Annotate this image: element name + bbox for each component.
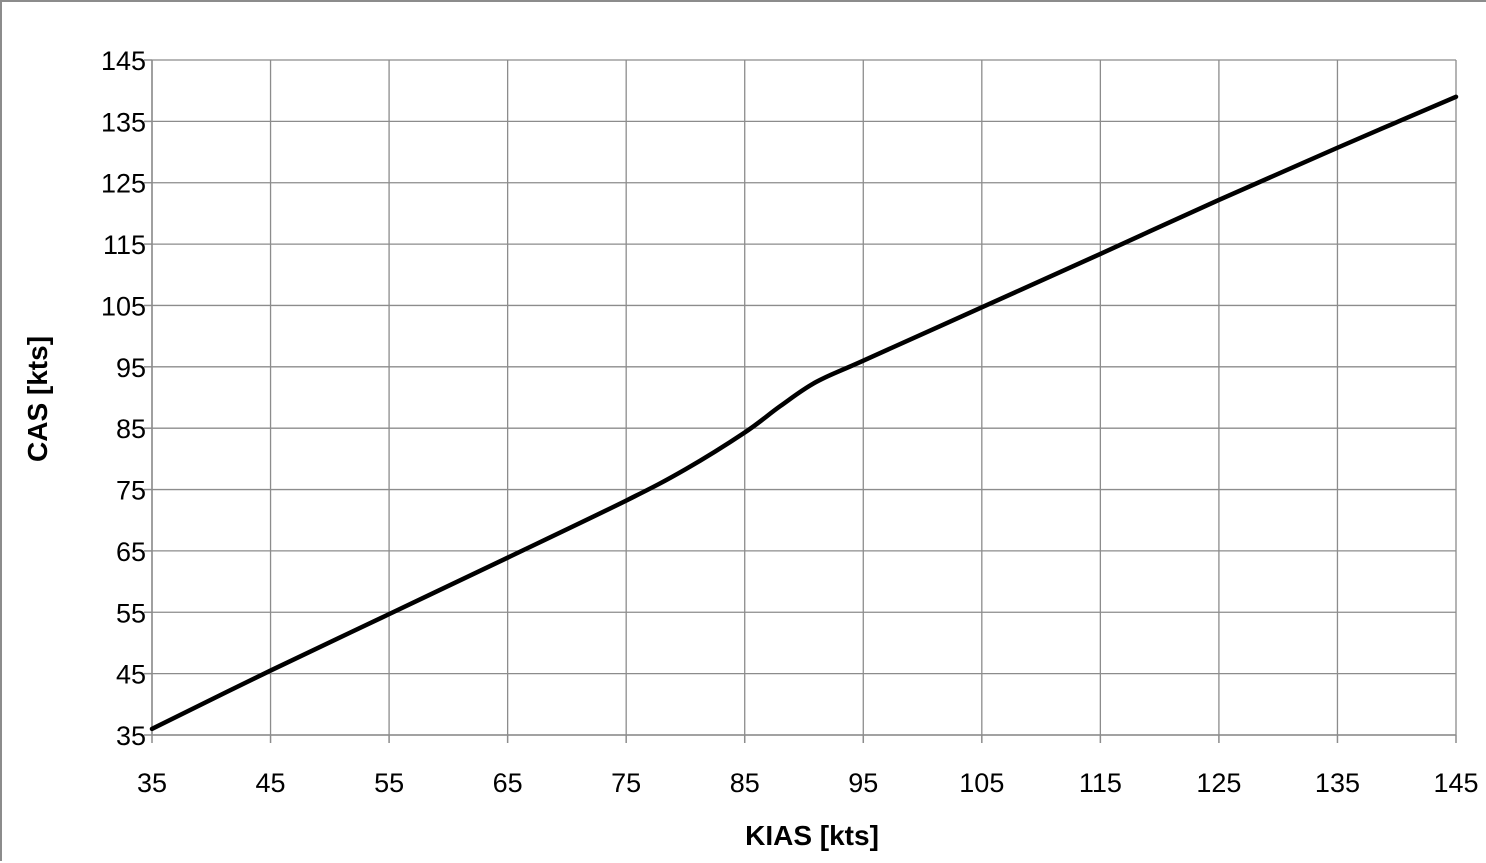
y-tick-label: 115 [103,230,146,260]
tick-labels: 35 45 55 65 75 85 95 105 115 125 135 145 35 45 55 65 75 8… [101,46,1479,798]
x-tick-label: 95 [848,768,878,798]
x-tick-label: 75 [611,768,641,798]
y-tick-label: 145 [101,46,146,76]
x-axis-title: KIAS [kts] [745,820,879,851]
y-tick-label: 105 [101,291,146,321]
y-tick-label: 95 [116,353,146,383]
y-tick-label: 45 [116,660,146,690]
x-tick-label: 45 [256,768,286,798]
y-tick-label: 125 [101,169,146,199]
y-tick-label: 35 [116,721,146,751]
x-tick-label: 105 [959,768,1004,798]
x-tick-label: 65 [493,768,523,798]
x-tick-label: 85 [730,768,760,798]
y-tick-label: 135 [101,107,146,137]
y-tick-label: 85 [116,414,146,444]
y-axis-title: CAS [kts] [22,336,53,462]
x-tick-label: 115 [1079,768,1122,798]
axes [144,59,1457,743]
y-tick-label: 75 [116,476,146,506]
y-tick-label: 65 [116,537,146,567]
x-tick-label: 125 [1196,768,1241,798]
x-tick-label: 145 [1433,768,1478,798]
x-tick-label: 135 [1315,768,1360,798]
y-tick-label: 55 [116,598,146,628]
x-tick-label: 35 [137,768,167,798]
series-layer [149,94,1459,732]
series-line-cas-vs-kias [149,94,1459,732]
x-tick-label: 55 [374,768,404,798]
